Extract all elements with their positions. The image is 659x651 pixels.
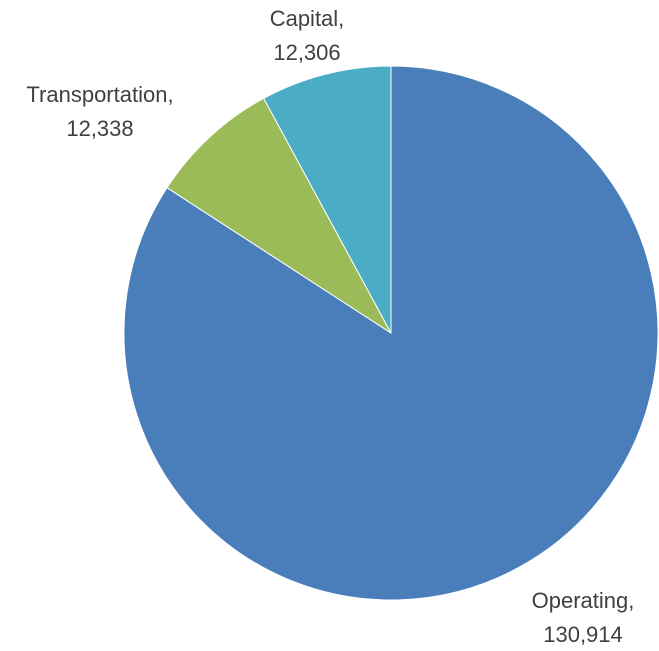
pie-slice [263,65,392,334]
slice-value-label: 130,914 [543,622,623,647]
slice-label: Transportation, [26,82,173,107]
slice-label: Operating, [532,588,635,613]
slice-value-label: 12,306 [273,40,340,65]
pie-slice [166,97,392,334]
slice-value-label: 12,338 [66,116,133,141]
slice-label: Capital, [270,6,345,31]
